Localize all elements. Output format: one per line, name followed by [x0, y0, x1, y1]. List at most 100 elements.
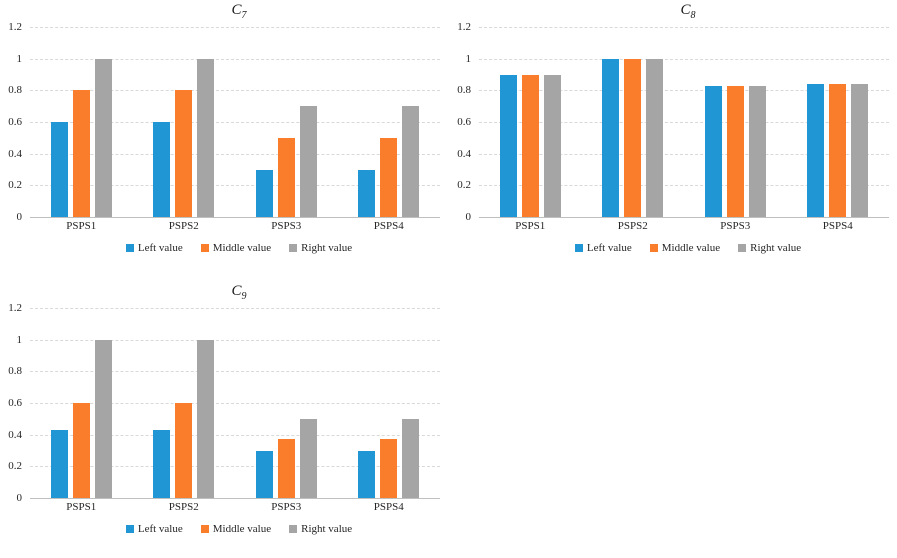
x-axis-label-psps3: PSPS3 [271, 501, 302, 513]
bar-right-psps3 [299, 106, 317, 217]
bar-group-psps1 [30, 308, 133, 498]
legend-swatch-icon [649, 244, 658, 252]
legend-swatch-icon [125, 244, 134, 252]
legend-label: Left value [137, 242, 183, 254]
y-axis-tick-label: 0 [16, 211, 23, 223]
gridline [30, 434, 440, 436]
y-axis: 0 0.2 0.4 0.6 0.8 1 1.2 [449, 21, 479, 223]
chart-c7: C7 0 0.2 0.4 0.6 0.8 1 1.2 PSPS1 PSPS2 PSPS3 PSPS4 L… [0, 0, 448, 274]
plot-area [479, 27, 890, 218]
chart-title-subscript: 9 [241, 291, 247, 302]
chart-c8: C8 0 0.2 0.4 0.6 0.8 1 1.2 PSPS1 PSPS2 PSPS3 PSPS4 L… [449, 0, 897, 274]
x-axis-label-psps1: PSPS1 [66, 220, 97, 232]
x-axis-label-psps3: PSPS3 [720, 220, 751, 232]
bar-right-psps1 [94, 339, 112, 498]
plot-area [30, 27, 440, 218]
legend-label: Middle value [212, 242, 272, 254]
gridline [30, 403, 440, 404]
y-axis-tick-label: 1.2 [457, 21, 471, 33]
y-axis-tick-label: 0.8 [457, 84, 471, 97]
x-axis-line [30, 217, 440, 218]
legend-swatch-icon [289, 525, 298, 533]
bar-group-psps3 [235, 308, 338, 498]
legend-swatch-icon [738, 244, 747, 252]
bar-left-psps3 [704, 85, 722, 217]
chart-title-subscript: 7 [241, 10, 247, 21]
gridline [30, 466, 440, 468]
gridline [479, 122, 889, 123]
plot-area [30, 308, 441, 499]
legend-item-left: Left value [574, 242, 632, 254]
bar-group-psps2 [582, 27, 685, 217]
bar-right-psps2 [646, 58, 664, 217]
legend-item-right: Right value [289, 523, 352, 535]
legend-swatch-icon [574, 244, 583, 252]
bar-group-psps3 [235, 27, 338, 217]
legend-label: Right value [750, 242, 802, 254]
bar-left-psps1 [499, 74, 517, 217]
x-axis-label-psps2: PSPS2 [168, 501, 199, 513]
legend-swatch-icon [200, 244, 209, 252]
y-axis-tick-label: 1 [16, 333, 23, 346]
legend: Left value Middle value Right value [0, 242, 448, 254]
x-axis-label-psps4: PSPS4 [822, 220, 853, 232]
bar-left-psps4 [807, 84, 825, 217]
y-axis: 0 0.2 0.4 0.6 0.8 1 1.2 [0, 21, 30, 223]
y-axis-tick-label: 0 [16, 492, 23, 504]
x-axis-labels: PSPS1 PSPS2 PSPS3 PSPS4 [30, 501, 440, 516]
legend-item-left: Left value [125, 242, 183, 254]
legend: Left value Middle value Right value [0, 523, 448, 535]
gridline [30, 58, 440, 60]
y-axis-tick-label: 0.2 [8, 179, 22, 192]
bar-middle-psps3 [726, 85, 744, 217]
bar-middle-psps2 [624, 58, 642, 217]
bar-groups [30, 27, 440, 217]
bar-left-psps3 [255, 169, 273, 217]
bar-left-psps1 [50, 429, 68, 498]
gridline [479, 58, 889, 60]
bar-group-psps3 [684, 27, 787, 217]
chart-title: C8 [449, 0, 897, 21]
y-axis-tick-label: 0.4 [457, 147, 471, 160]
bar-left-psps3 [255, 450, 273, 498]
x-axis-label-psps2: PSPS2 [617, 220, 648, 232]
bar-right-psps2 [197, 339, 215, 498]
x-axis-label-psps3: PSPS3 [271, 220, 302, 232]
bar-middle-psps4 [380, 137, 398, 217]
gridline [30, 27, 440, 28]
y-axis-tick-label: 1 [465, 52, 472, 65]
y-axis-tick-label: 1 [16, 52, 23, 65]
legend-item-right: Right value [289, 242, 352, 254]
bar-middle-psps2 [175, 90, 193, 217]
chart-title-subscript: 8 [690, 10, 696, 21]
bar-group-psps2 [133, 308, 236, 498]
bar-left-psps2 [602, 58, 620, 217]
gridline [30, 153, 440, 155]
legend-label: Right value [301, 242, 353, 254]
y-axis-tick-label: 0.6 [8, 116, 22, 128]
y-axis-tick-label: 1.2 [8, 21, 22, 33]
bar-group-psps4 [787, 27, 890, 217]
bar-left-psps2 [153, 122, 171, 217]
bar-group-psps1 [479, 27, 582, 217]
legend-label: Left value [586, 242, 632, 254]
bar-group-psps4 [338, 27, 441, 217]
gridline [479, 153, 889, 155]
legend-item-middle: Middle value [200, 523, 272, 535]
bar-right-psps4 [402, 418, 420, 498]
y-axis-tick-label: 0.6 [8, 397, 22, 409]
x-axis-line [479, 217, 889, 218]
legend-label: Middle value [212, 523, 272, 535]
bar-right-psps3 [299, 418, 317, 498]
gridline [479, 27, 889, 28]
bar-right-psps4 [402, 106, 420, 217]
legend-label: Right value [301, 523, 353, 535]
y-axis-tick-label: 0 [465, 211, 472, 223]
bar-group-psps4 [338, 308, 441, 498]
chart-c9: C9 0 0.2 0.4 0.6 0.8 1 1.2 PSPS1 PSPS2 PSPS3 PSPS4 L… [0, 281, 448, 555]
chart-title: C7 [0, 0, 448, 21]
legend-label: Left value [137, 523, 183, 535]
legend-item-middle: Middle value [200, 242, 272, 254]
legend-swatch-icon [125, 525, 134, 533]
